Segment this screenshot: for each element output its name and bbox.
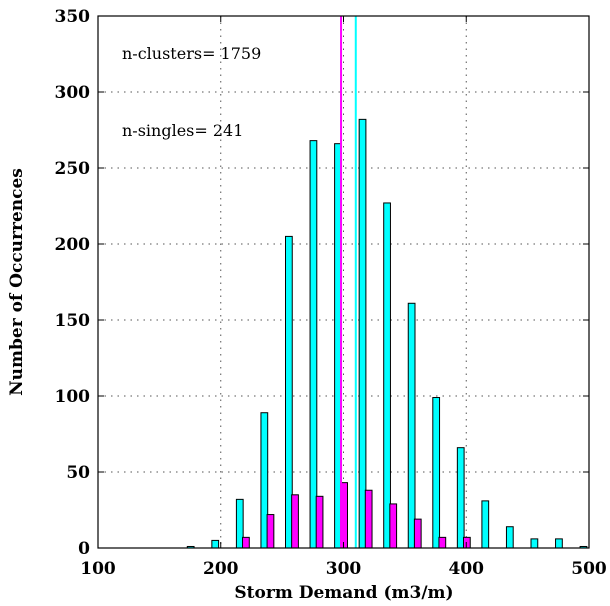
single-bar [315,495,324,549]
cluster-bar [432,397,441,549]
mean-lines-group [340,16,357,548]
x-axis-title: Storm Demand (m3/m) [234,583,453,603]
annotation-n-clusters: n-clusters= 1759 [122,44,261,63]
x-tick-label: 300 [326,559,362,579]
cluster-bar [481,500,490,549]
single-bar [438,536,447,549]
plot-frame [97,15,590,549]
cluster-bar [383,202,391,549]
y-tick-label: 100 [55,387,91,407]
tick-labels: 100 200 300 400 500 0 50 100 150 200 250 300 350 [55,7,607,579]
y-tick-label: 0 [78,539,90,559]
x-tick-label: 400 [449,559,485,579]
cluster-bar [555,538,563,549]
single-bar [462,536,471,549]
annotation-n-singles: n-singles= 241 [122,121,243,140]
single-bar [291,494,299,549]
bars-group [186,118,588,549]
cluster-bar [358,118,367,549]
x-tick-label: 100 [80,559,116,579]
axis-ticks [97,15,590,549]
y-axis-title: Number of Occurrences [7,168,27,396]
cluster-bar [530,538,539,549]
x-tick-label: 200 [203,559,239,579]
single-bar [242,536,250,549]
grid-lines [97,15,590,549]
y-tick-label: 50 [66,463,90,483]
y-tick-label: 250 [55,159,91,179]
single-bar [364,489,373,549]
single-bar [413,518,422,549]
cluster-bar [211,539,220,549]
single-bar [266,514,275,549]
cluster-bar [309,140,318,549]
y-tick-label: 300 [55,83,91,103]
cluster-bar [505,526,514,549]
y-tick-label: 150 [55,311,91,331]
y-tick-label: 350 [55,7,91,27]
cluster-bar [407,302,416,549]
single-bar [389,503,398,549]
y-tick-label: 200 [55,235,91,255]
x-tick-label: 500 [571,559,607,579]
cluster-bar [456,447,465,549]
